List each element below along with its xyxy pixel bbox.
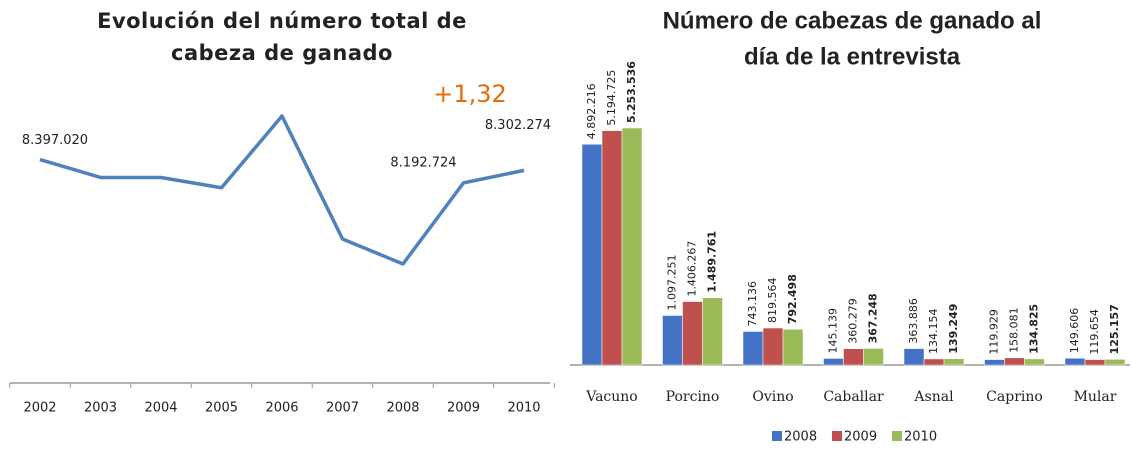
bar <box>581 144 603 366</box>
legend-label: 2010 <box>904 430 937 445</box>
x-tick-label: 2002 <box>23 401 56 416</box>
value-label: 139.249 <box>947 304 960 354</box>
value-label: 1.489.761 <box>706 231 719 293</box>
value-label: 363.886 <box>907 298 920 344</box>
value-label: 119.929 <box>988 309 1001 355</box>
legend-swatch <box>772 431 782 441</box>
x-tick-label: 2004 <box>144 401 177 416</box>
value-label: 158.081 <box>1008 307 1021 353</box>
bar <box>943 358 965 366</box>
value-label: 743.136 <box>746 281 759 327</box>
value-label: 5.194.725 <box>605 70 618 126</box>
value-label: 367.248 <box>867 293 880 343</box>
bar <box>662 315 683 366</box>
bar <box>984 359 1005 366</box>
value-label: 792.498 <box>786 274 799 324</box>
bar <box>762 327 784 366</box>
value-label: 8.302.274 <box>485 118 551 133</box>
legend-label: 2008 <box>784 430 817 445</box>
bar <box>621 127 643 366</box>
value-label: 8.397.020 <box>22 133 88 148</box>
value-label: 5.253.536 <box>625 61 638 123</box>
bar <box>1004 357 1025 366</box>
value-label: 134.154 <box>927 308 940 354</box>
x-tick-label: 2006 <box>265 401 298 416</box>
bar <box>702 297 723 366</box>
x-tick-label: 2005 <box>205 401 238 416</box>
bar <box>923 358 945 366</box>
value-label: 1.406.267 <box>686 241 699 297</box>
x-tick-label: Asnal <box>913 389 954 405</box>
bar <box>601 130 623 366</box>
x-tick-label: 2010 <box>507 401 540 416</box>
x-tick-label: Caballar <box>823 389 884 405</box>
value-label: 145.139 <box>827 308 840 354</box>
x-tick-label: 2007 <box>326 401 359 416</box>
x-tick-label: 2009 <box>447 401 480 416</box>
value-label: 819.564 <box>766 278 779 324</box>
value-label: 134.825 <box>1028 304 1041 354</box>
value-label: 125.157 <box>1108 304 1121 354</box>
bar <box>903 348 925 366</box>
bar <box>1024 358 1045 366</box>
legend-swatch <box>892 431 902 441</box>
right-title: Número de cabezas de ganado al <box>663 7 1042 34</box>
bar <box>1104 359 1126 366</box>
legend-swatch <box>832 431 842 441</box>
bar <box>682 301 703 366</box>
annotation: +1,32 <box>433 80 507 108</box>
x-tick-label: 2008 <box>386 401 419 416</box>
value-label: 149.606 <box>1068 308 1081 354</box>
bar <box>1084 359 1106 366</box>
value-label: 4.892.216 <box>585 83 598 139</box>
bar <box>863 348 884 366</box>
value-label: 360.279 <box>847 298 860 344</box>
left-title: Evolución del número total de <box>97 9 467 33</box>
bar <box>823 358 844 366</box>
bar <box>742 331 764 366</box>
x-tick-label: Vacuno <box>585 389 637 405</box>
value-label: 119.654 <box>1088 309 1101 355</box>
bar <box>843 348 864 366</box>
x-tick-label: Ovino <box>752 389 793 405</box>
bar <box>1064 358 1086 366</box>
bar <box>782 328 804 366</box>
right-title: día de la entrevista <box>744 43 961 70</box>
x-tick-label: Caprino <box>986 389 1043 405</box>
value-label: 8.192.724 <box>390 155 456 170</box>
line <box>39 114 525 266</box>
x-tick-label: Mular <box>1074 389 1117 405</box>
value-label: 1.097.251 <box>666 255 679 311</box>
x-tick-label: Porcino <box>666 389 720 405</box>
left-title: cabeza de ganado <box>171 41 393 65</box>
x-tick-label: 2003 <box>84 401 117 416</box>
legend-label: 2009 <box>844 430 877 445</box>
